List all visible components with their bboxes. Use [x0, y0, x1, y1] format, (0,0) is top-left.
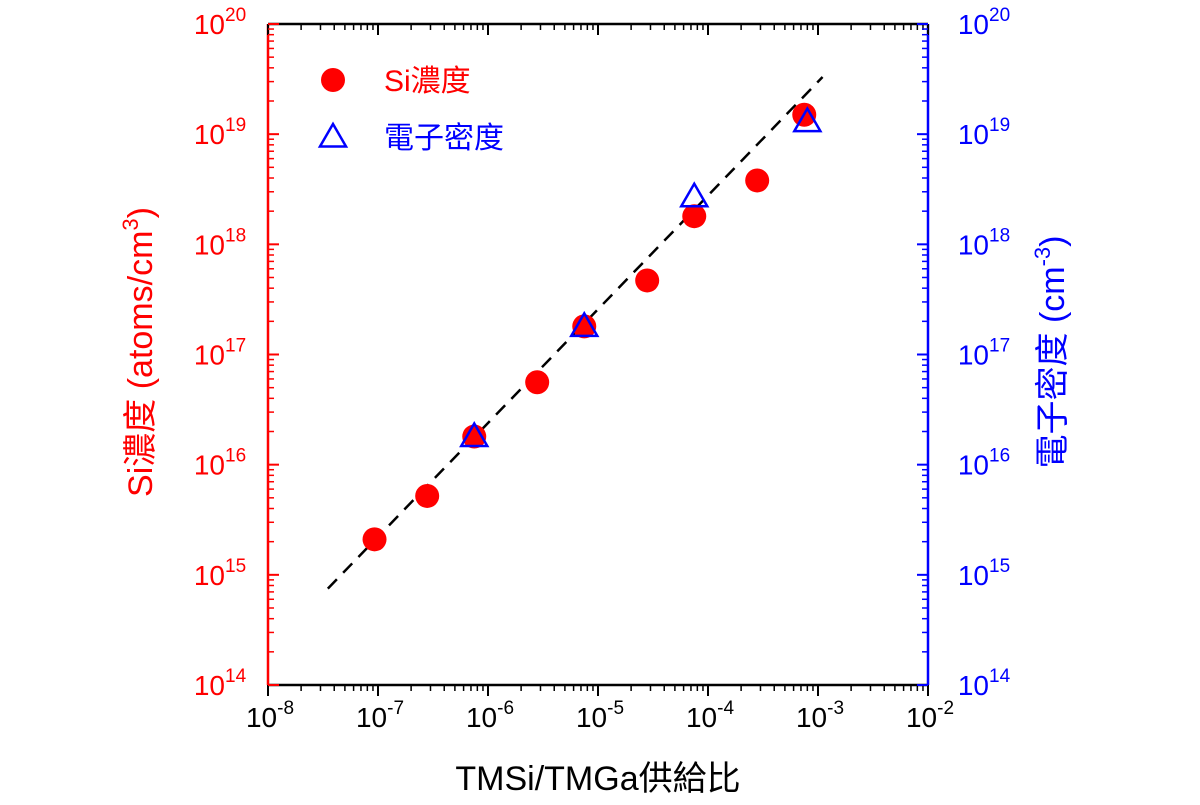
- tick-label-base: 10: [194, 119, 225, 150]
- tick-label-base: 10: [906, 702, 937, 733]
- tick-label-base: 10: [194, 9, 225, 40]
- tick-label-exponent: 16: [225, 446, 246, 467]
- y2-axis-title-superscript: -3: [1030, 247, 1055, 267]
- y-tick-label: 1016: [194, 446, 246, 481]
- tick-label-exponent: 20: [225, 5, 246, 26]
- x-tick-label: 10-3: [796, 698, 844, 733]
- x-tick-label: 10-5: [576, 698, 624, 733]
- tick-label-exponent: 18: [989, 225, 1010, 246]
- y-tick-label: 1019: [194, 115, 246, 150]
- data-point: [792, 106, 823, 133]
- legend-label: Si濃度: [384, 65, 471, 98]
- y2-tick-label: 1015: [958, 556, 1010, 591]
- tick-label-base: 10: [466, 702, 497, 733]
- x-axis: 10-8 10-7 10-6 10-5 10-4 10-3 10-2: [246, 24, 954, 733]
- y-axis-title: Si濃度 (atoms/cm3): [118, 207, 160, 497]
- tick-label-base: 10: [958, 340, 989, 371]
- tick-label-exponent: 15: [989, 556, 1010, 577]
- tick-label-exponent: -6: [497, 698, 514, 719]
- tick-label-base: 10: [958, 119, 989, 150]
- data-point: [525, 370, 550, 395]
- tick-label-base: 10: [686, 702, 717, 733]
- y-tick-label: 1014: [194, 666, 247, 701]
- data-point: [569, 310, 600, 338]
- data-point: [572, 314, 597, 339]
- tick-label-exponent: -3: [827, 698, 844, 719]
- data-point: [679, 181, 710, 208]
- data-point: [415, 483, 440, 508]
- tick-label-exponent: 15: [225, 556, 246, 577]
- tick-label-base: 10: [796, 702, 827, 733]
- tick-label-base: 10: [958, 9, 989, 40]
- y2-axis-title-close: ): [1034, 236, 1072, 247]
- series-1: [362, 102, 817, 552]
- data-point: [362, 527, 387, 552]
- y2-axis-title-text: 電子密度 (cm: [1034, 266, 1072, 468]
- tick-label-exponent: -2: [937, 698, 954, 719]
- y2-tick-label: 1020: [958, 5, 1010, 40]
- tick-label-base: 10: [576, 702, 607, 733]
- y2-axis-title: 電子密度 (cm-3): [1030, 236, 1072, 469]
- series-2: [459, 106, 823, 448]
- data-point: [462, 424, 487, 449]
- tick-label-exponent: 17: [225, 336, 246, 357]
- y2-tick-label: 1017: [958, 336, 1010, 371]
- y2-tick-label: 1018: [958, 225, 1010, 260]
- legend-label: 電子密度: [384, 122, 504, 155]
- tick-label-exponent: 20: [989, 5, 1010, 26]
- tick-label-exponent: 16: [989, 446, 1010, 467]
- tick-label-exponent: -8: [277, 698, 294, 719]
- tick-label-base: 10: [194, 340, 225, 371]
- data-point: [459, 421, 490, 448]
- x-tick-label: 10-7: [356, 698, 404, 733]
- x-tick-label: 10-4: [686, 698, 734, 733]
- y-tick-label: 1015: [194, 556, 246, 591]
- tick-label-base: 10: [958, 229, 989, 260]
- y2-tick-label: 1019: [958, 115, 1010, 150]
- tick-label-base: 10: [194, 670, 225, 701]
- y-tick-label: 1020: [194, 5, 246, 40]
- data-point: [635, 268, 660, 293]
- legend-marker: [321, 68, 345, 92]
- x-axis-title: TMSi/TMGa供給比: [455, 760, 740, 798]
- y-tick-label: 1017: [194, 336, 246, 371]
- x-tick-label: 10-2: [906, 698, 954, 733]
- tick-label-base: 10: [958, 670, 989, 701]
- tick-label-exponent: -5: [607, 698, 624, 719]
- tick-label-base: 10: [246, 702, 277, 733]
- legend-marker: [317, 121, 349, 148]
- x-tick-label: 10-6: [466, 698, 514, 733]
- y-axis-title-close: ): [122, 207, 160, 218]
- tick-label-base: 10: [958, 560, 989, 591]
- tick-label-exponent: 17: [989, 336, 1010, 357]
- tick-label-base: 10: [194, 229, 225, 260]
- tick-label-base: 10: [194, 560, 225, 591]
- data-series: [362, 102, 823, 552]
- y-tick-label: 1018: [194, 225, 246, 260]
- tick-label-exponent: -4: [717, 698, 734, 719]
- y2-tick-label: 1016: [958, 446, 1010, 481]
- tick-label-exponent: -7: [387, 698, 404, 719]
- tick-label-exponent: 19: [225, 115, 246, 136]
- y-axis-title-superscript: 3: [118, 218, 143, 230]
- tick-label-exponent: 18: [225, 225, 246, 246]
- data-point: [682, 204, 707, 229]
- x-tick-label: 10-8: [246, 698, 294, 733]
- tick-label-exponent: 19: [989, 115, 1010, 136]
- data-point: [745, 168, 770, 193]
- tick-label-exponent: 14: [225, 666, 247, 687]
- tick-label-base: 10: [194, 450, 225, 481]
- y-axis-title-text: Si濃度 (atoms/cm: [122, 231, 160, 497]
- tick-label-base: 10: [356, 702, 387, 733]
- y2-tick-label: 1014: [958, 666, 1011, 701]
- tick-label-base: 10: [958, 450, 989, 481]
- tick-label-exponent: 14: [989, 666, 1011, 687]
- plot-frame: [266, 22, 930, 687]
